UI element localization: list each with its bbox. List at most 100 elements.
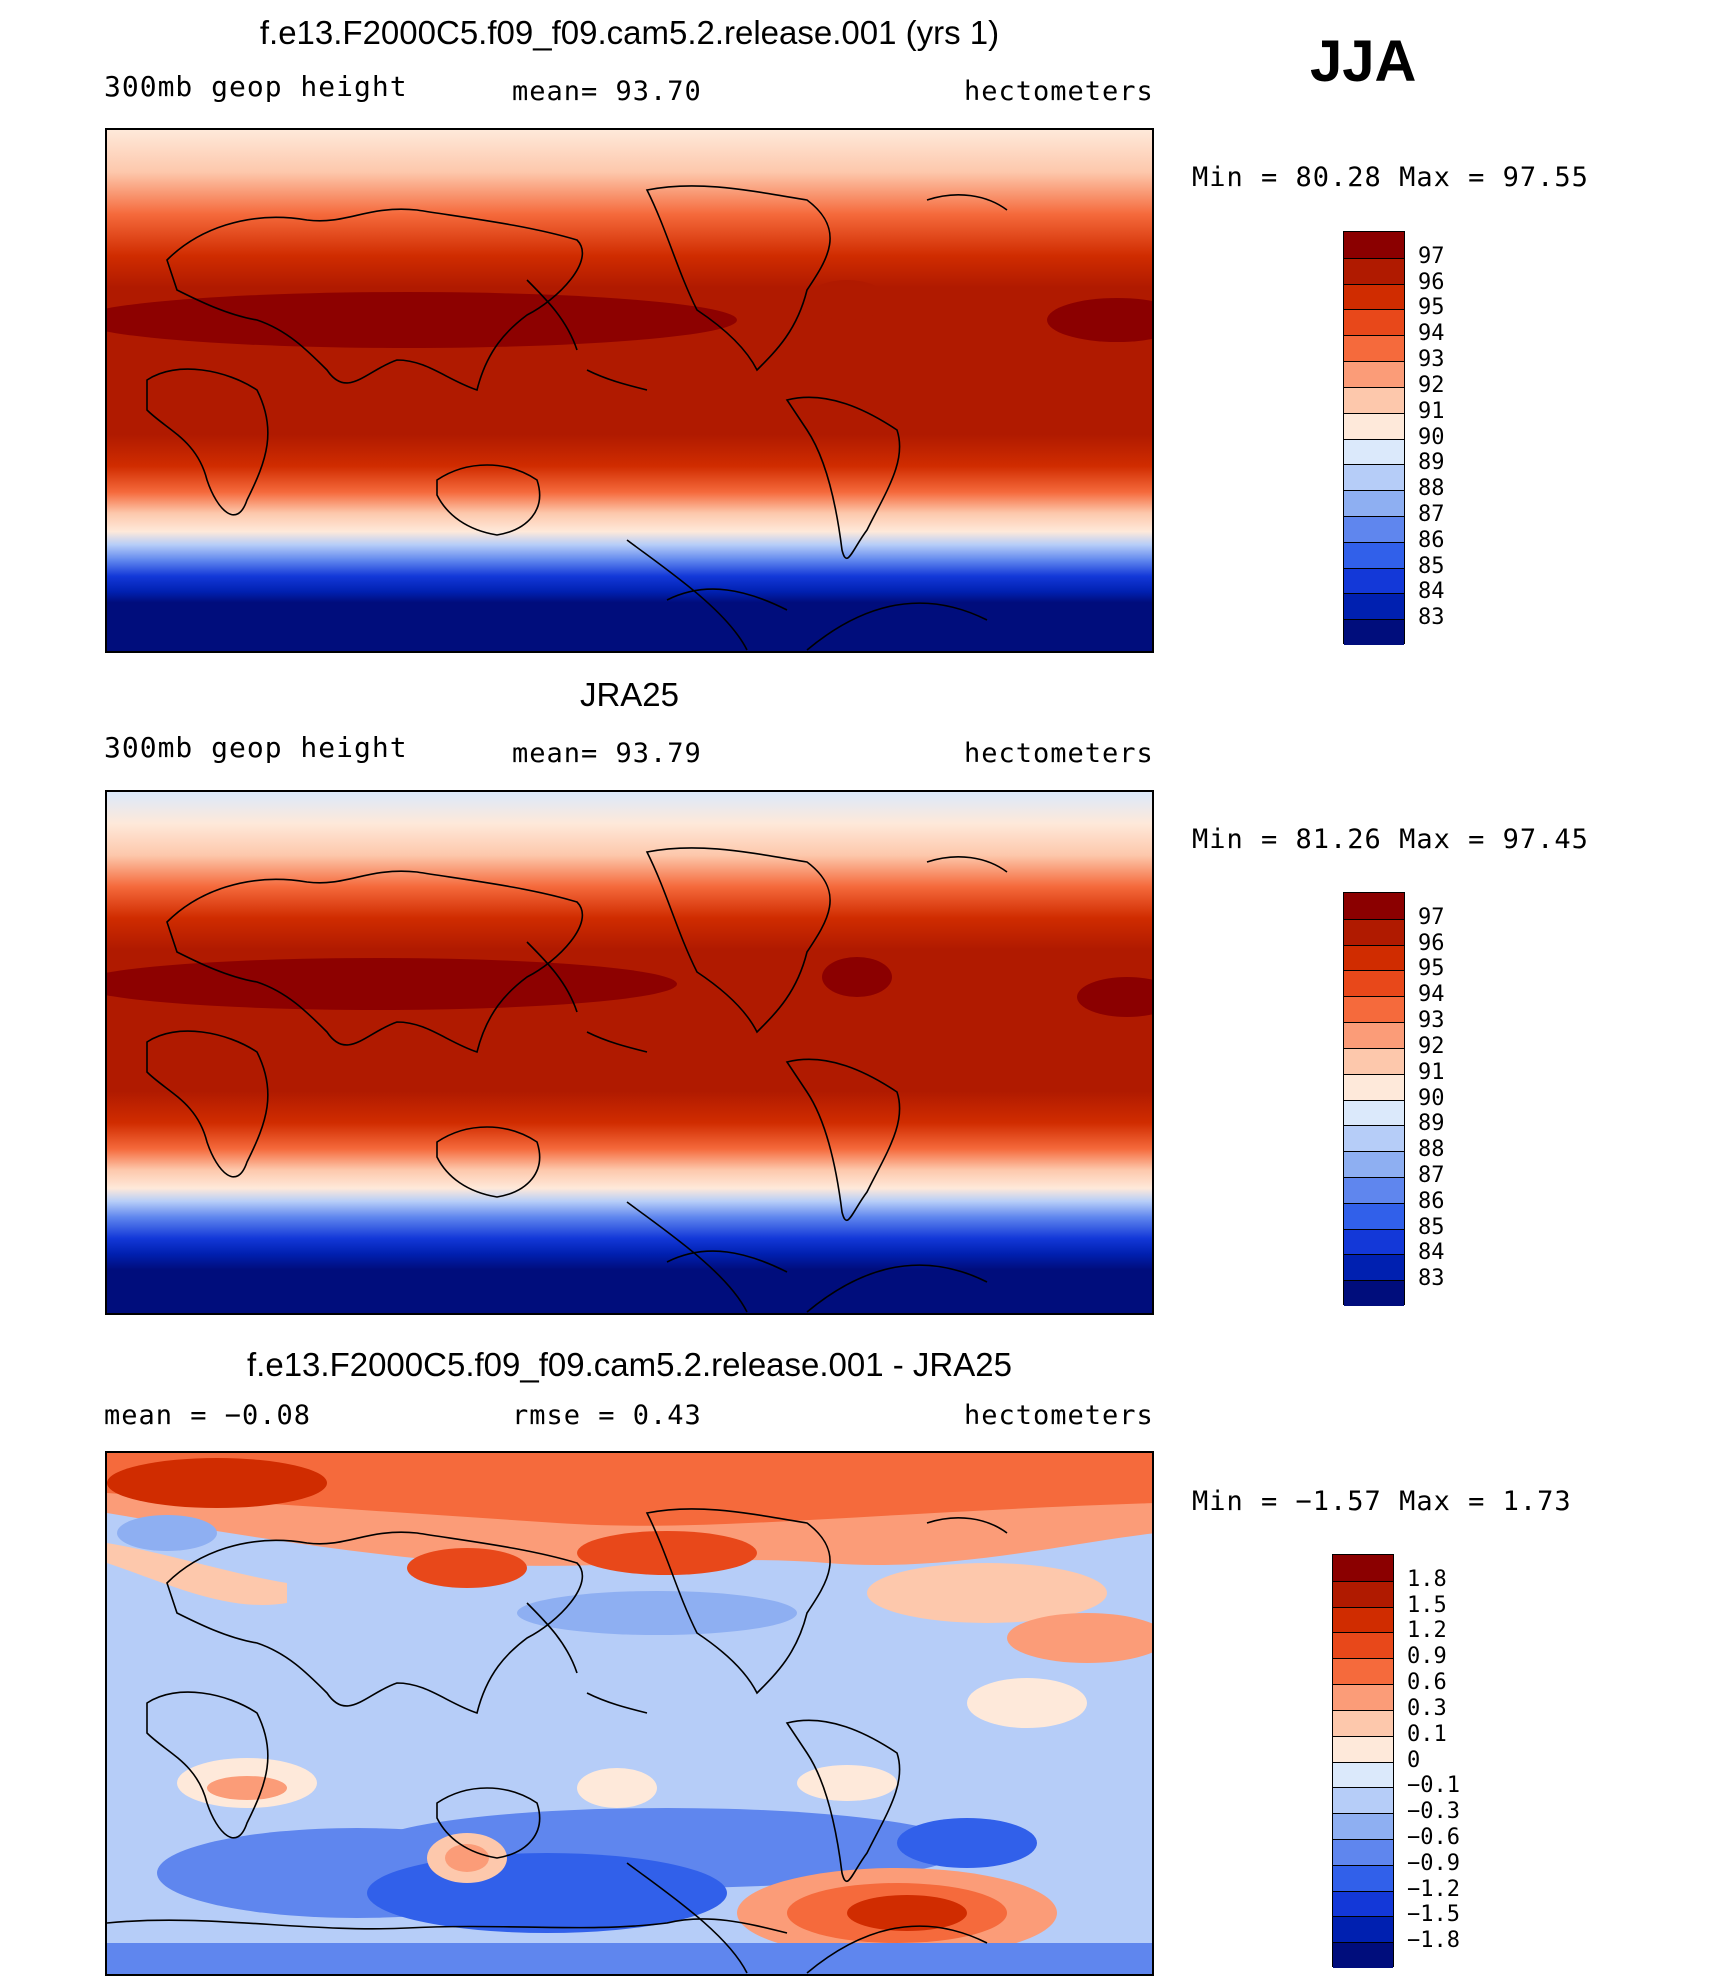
colorbar-tick-label: 92 [1418, 372, 1445, 398]
colorbar-cell [1344, 1022, 1404, 1048]
colorbar-cell [1344, 996, 1404, 1023]
colorbar-cell [1333, 1709, 1393, 1736]
colorbar-cell [1344, 335, 1404, 362]
colorbar-cell [1344, 283, 1404, 310]
colorbar-cell [1344, 438, 1404, 465]
panel-2-colorbar [1343, 892, 1405, 1306]
panel-2-map-graphic [107, 792, 1152, 1313]
colorbar-tick-label: 94 [1418, 321, 1445, 347]
colorbar-tick-label: 84 [1418, 579, 1445, 605]
colorbar-cell [1344, 490, 1404, 516]
panel-1-map-graphic [107, 130, 1152, 651]
colorbar-cell [1333, 1632, 1393, 1659]
colorbar-tick-label: 97 [1418, 904, 1445, 930]
colorbar-tick-label: 86 [1418, 527, 1445, 553]
colorbar-cell [1344, 309, 1404, 336]
colorbar-cell [1344, 257, 1404, 284]
colorbar-tick-label: 87 [1418, 501, 1445, 527]
colorbar-cell [1333, 1916, 1393, 1943]
colorbar-cell [1344, 464, 1404, 491]
panel-3-units-label: hectometers [964, 1400, 1154, 1431]
colorbar-tick-label: 0.6 [1407, 1670, 1447, 1696]
colorbar-cell [1344, 1254, 1404, 1281]
colorbar-tick-label: 86 [1418, 1188, 1445, 1214]
colorbar-tick-label: −1.2 [1407, 1876, 1460, 1902]
panel-3-colorbar [1332, 1554, 1394, 1968]
colorbar-cell [1344, 893, 1404, 919]
colorbar-tick-label: 85 [1418, 553, 1445, 579]
colorbar-tick-label: 90 [1418, 424, 1445, 450]
colorbar-tick-label: 0.9 [1407, 1644, 1447, 1670]
colorbar-tick-label: 88 [1418, 476, 1445, 502]
colorbar-cell [1333, 1658, 1393, 1685]
colorbar-cell [1344, 386, 1404, 413]
colorbar-tick-label: 91 [1418, 398, 1445, 424]
colorbar-tick-label: −0.1 [1407, 1773, 1460, 1799]
colorbar-cell [1344, 515, 1404, 542]
panel-1-minmax: Min = 80.28 Max = 97.55 [1192, 162, 1589, 193]
colorbar-cell [1344, 1047, 1404, 1074]
colorbar-cell [1333, 1684, 1393, 1710]
colorbar-tick-label: 0.1 [1407, 1721, 1447, 1747]
panel-1-variable-label: 300mb geop height [104, 70, 408, 103]
colorbar-tick-label: 84 [1418, 1240, 1445, 1266]
colorbar-cell [1333, 1555, 1393, 1581]
colorbar-tick-label: 91 [1418, 1059, 1445, 1085]
colorbar-cell [1333, 1942, 1393, 1968]
colorbar-cell [1333, 1890, 1393, 1917]
colorbar-tick-label: 83 [1418, 605, 1445, 631]
panel-1-colorbar [1343, 231, 1405, 645]
panel-2-mean-label: mean= 93.79 [512, 738, 702, 769]
colorbar-cell [1333, 1864, 1393, 1891]
colorbar-tick-label: 94 [1418, 982, 1445, 1008]
colorbar-tick-label: 85 [1418, 1214, 1445, 1240]
panel-2-units-label: hectometers [964, 738, 1154, 769]
panel-2-minmax: Min = 81.26 Max = 97.45 [1192, 824, 1589, 855]
colorbar-cell [1333, 1580, 1393, 1607]
colorbar-cell [1333, 1761, 1393, 1788]
colorbar-tick-label: 90 [1418, 1085, 1445, 1111]
colorbar-cell [1344, 232, 1404, 258]
colorbar-cell [1344, 970, 1404, 997]
colorbar-tick-label: 93 [1418, 1008, 1445, 1034]
panel-1-mean-label: mean= 93.70 [512, 76, 702, 107]
colorbar-cell [1333, 1606, 1393, 1633]
colorbar-tick-label: −0.3 [1407, 1799, 1460, 1825]
colorbar-cell [1344, 1125, 1404, 1152]
colorbar-tick-label: −1.8 [1407, 1928, 1460, 1954]
colorbar-cell [1344, 1280, 1404, 1306]
colorbar-tick-label: 92 [1418, 1033, 1445, 1059]
colorbar-tick-label: 87 [1418, 1162, 1445, 1188]
colorbar-cell [1344, 1099, 1404, 1126]
colorbar-tick-label: 0 [1407, 1747, 1421, 1773]
panel-3-map-graphic [107, 1453, 1152, 1974]
panel-1-map [105, 128, 1154, 653]
colorbar-cell [1344, 361, 1404, 387]
colorbar-cell [1344, 593, 1404, 620]
colorbar-cell [1333, 1735, 1393, 1762]
colorbar-cell [1344, 567, 1404, 594]
season-label: JJA [1310, 29, 1417, 94]
colorbar-cell [1344, 1202, 1404, 1229]
panel-1-title: f.e13.F2000C5.f09_f09.cam5.2.release.001… [259, 14, 1000, 51]
colorbar-tick-label: 95 [1418, 956, 1445, 982]
colorbar-tick-label: 1.5 [1407, 1592, 1447, 1618]
panel-3-title: f.e13.F2000C5.f09_f09.cam5.2.release.001… [247, 1346, 1012, 1383]
colorbar-tick-label: 96 [1418, 269, 1445, 295]
panel-3-mean-label: mean = −0.08 [104, 1400, 312, 1431]
panel-2-map [105, 790, 1154, 1315]
colorbar-tick-label: 97 [1418, 243, 1445, 269]
panel-3-map [105, 1451, 1154, 1976]
colorbar-tick-label: 88 [1418, 1137, 1445, 1163]
colorbar-tick-label: 89 [1418, 1111, 1445, 1137]
colorbar-cell [1333, 1813, 1393, 1839]
colorbar-tick-label: 83 [1418, 1266, 1445, 1292]
colorbar-tick-label: 0.3 [1407, 1695, 1447, 1721]
colorbar-tick-label: 1.8 [1407, 1566, 1447, 1592]
colorbar-tick-label: −1.5 [1407, 1902, 1460, 1928]
colorbar-cell [1333, 1787, 1393, 1814]
panel-1-units-label: hectometers [964, 76, 1154, 107]
panel-3-rmse-label: rmse = 0.43 [512, 1400, 702, 1431]
colorbar-cell [1344, 412, 1404, 439]
colorbar-tick-label: 1.2 [1407, 1618, 1447, 1644]
